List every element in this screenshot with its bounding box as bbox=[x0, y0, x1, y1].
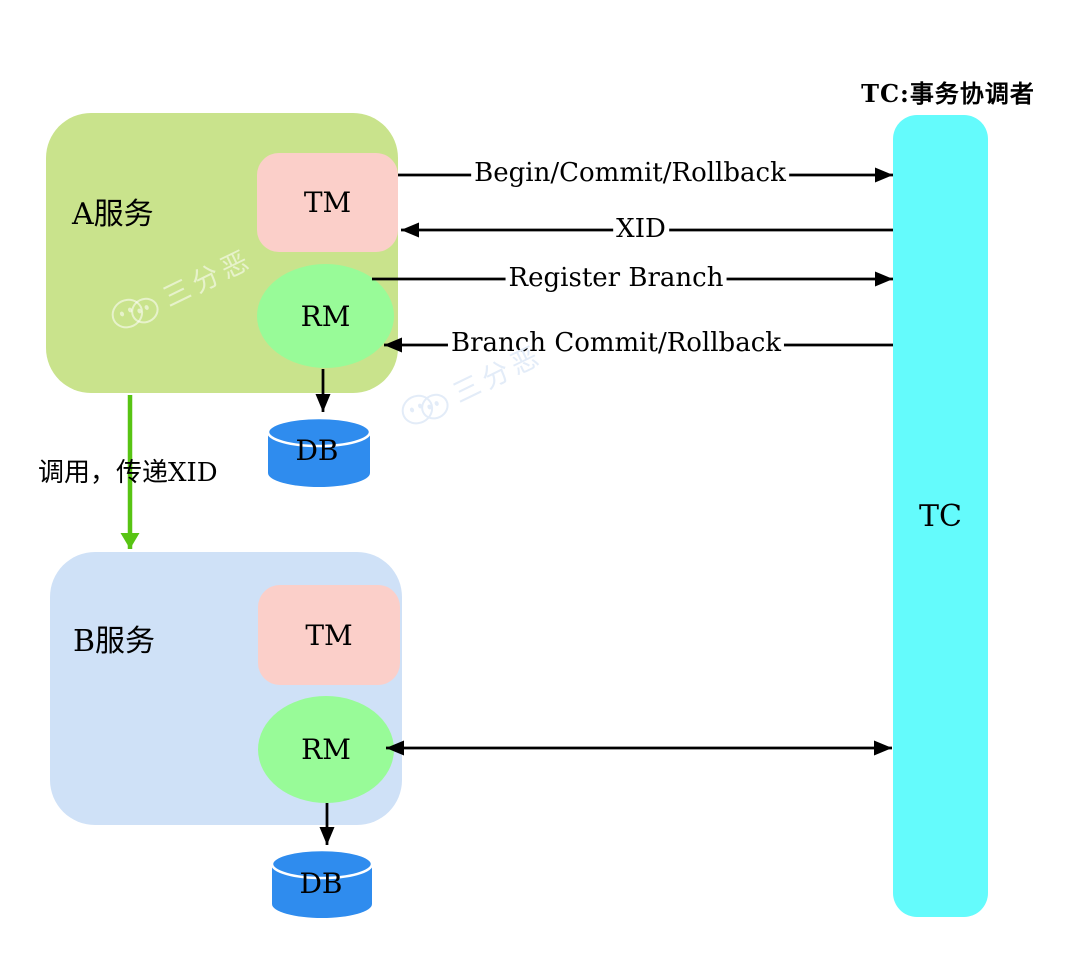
tc-caption: TC:事务协调者 bbox=[861, 79, 1035, 108]
service-b-label: B服务 bbox=[73, 624, 156, 659]
service-a-label: A服务 bbox=[72, 197, 154, 232]
service-a-tm-node: TM bbox=[257, 153, 398, 252]
label-branch-commit-rollback: Branch Commit/Rollback bbox=[447, 328, 785, 358]
service-b-box: B服务 TM RM bbox=[50, 552, 402, 825]
label-xid: XID bbox=[613, 214, 669, 244]
db-a-label: DB bbox=[295, 434, 339, 467]
service-a-rm-node: RM bbox=[257, 264, 394, 368]
service-b-tm-node: TM bbox=[258, 585, 400, 685]
wechat-icon bbox=[396, 380, 455, 433]
tc-label: TC bbox=[919, 498, 962, 534]
db-b-label: DB bbox=[299, 867, 343, 900]
label-register-branch: Register Branch bbox=[505, 263, 727, 293]
tc-node: TC bbox=[893, 115, 988, 917]
label-begin-commit-rollback: Begin/Commit/Rollback bbox=[471, 158, 789, 188]
label-call-pass-xid: 调用，传递XID bbox=[38, 458, 218, 488]
service-a-box: A服务 TM RM bbox=[46, 113, 398, 393]
service-b-rm-node: RM bbox=[258, 696, 394, 803]
